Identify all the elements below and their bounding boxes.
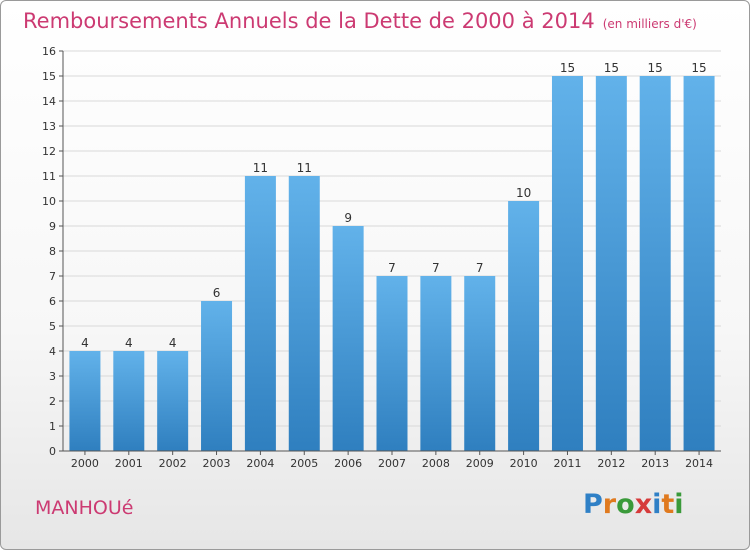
bar-value-label: 7 [476,261,484,275]
y-tick-label: 0 [49,445,56,458]
y-tick-label: 4 [49,345,56,358]
bar-value-label: 4 [125,336,133,350]
y-tick-label: 3 [49,370,56,383]
x-tick-label: 2001 [115,457,143,470]
bar-value-label: 9 [344,211,352,225]
logo-letter: i [652,489,662,520]
bar-value-label: 15 [560,61,575,75]
bar[interactable] [508,201,540,451]
bar[interactable] [595,76,627,451]
y-tick-label: 5 [49,320,56,333]
y-tick-label: 14 [42,95,56,108]
bar[interactable] [639,76,671,451]
bar[interactable] [464,276,496,451]
bar[interactable] [551,76,583,451]
x-tick-label: 2002 [159,457,187,470]
logo-letter: o [616,489,635,520]
chart-title: Remboursements Annuels de la Dette de 20… [23,9,697,33]
y-tick-label: 8 [49,245,56,258]
bar-value-label: 10 [516,186,531,200]
logo-letter: r [602,489,617,520]
y-tick-label: 10 [42,195,56,208]
bar[interactable] [113,351,145,451]
logo-letter: P [583,489,603,520]
bar[interactable] [420,276,452,451]
x-tick-label: 2006 [334,457,362,470]
x-tick-label: 2004 [246,457,274,470]
proxiti-logo[interactable]: Proxiti [583,489,684,520]
logo-letter: x [634,489,653,520]
bar[interactable] [157,351,189,451]
bar[interactable] [332,226,364,451]
bar[interactable] [201,301,233,451]
y-tick-label: 12 [42,145,56,158]
bar-value-label: 15 [691,61,706,75]
y-tick-label: 9 [49,220,56,233]
bar[interactable] [244,176,276,451]
logo-letter: i [674,489,684,520]
city-name: MANHOUé [35,497,134,519]
bar-value-label: 4 [169,336,177,350]
bar-value-label: 11 [297,161,312,175]
x-tick-label: 2005 [290,457,318,470]
x-tick-label: 2011 [553,457,581,470]
x-tick-label: 2014 [685,457,713,470]
y-tick-label: 13 [42,120,56,133]
y-tick-label: 1 [49,420,56,433]
x-tick-label: 2007 [378,457,406,470]
y-tick-label: 16 [42,45,56,58]
x-tick-label: 2000 [71,457,99,470]
x-tick-label: 2013 [641,457,669,470]
bar-value-label: 7 [388,261,396,275]
x-tick-label: 2008 [422,457,450,470]
y-tick-label: 15 [42,70,56,83]
bar-value-label: 7 [432,261,440,275]
y-tick-label: 2 [49,395,56,408]
bar-value-label: 15 [604,61,619,75]
x-tick-label: 2003 [203,457,231,470]
y-tick-label: 6 [49,295,56,308]
bar[interactable] [683,76,715,451]
chart-title-text: Remboursements Annuels de la Dette de 20… [23,9,595,33]
x-tick-label: 2012 [597,457,625,470]
bar-value-label: 11 [253,161,268,175]
bar[interactable] [69,351,101,451]
logo-letter: t [661,489,675,520]
bar-value-label: 15 [648,61,663,75]
x-tick-label: 2010 [510,457,538,470]
x-tick-label: 2009 [466,457,494,470]
chart-unit: (en milliers d'€) [602,17,697,31]
bar[interactable] [376,276,408,451]
y-tick-label: 7 [49,270,56,283]
bar[interactable] [288,176,320,451]
bar-value-label: 6 [213,286,221,300]
y-tick-label: 11 [42,170,56,183]
bar-value-label: 4 [81,336,89,350]
